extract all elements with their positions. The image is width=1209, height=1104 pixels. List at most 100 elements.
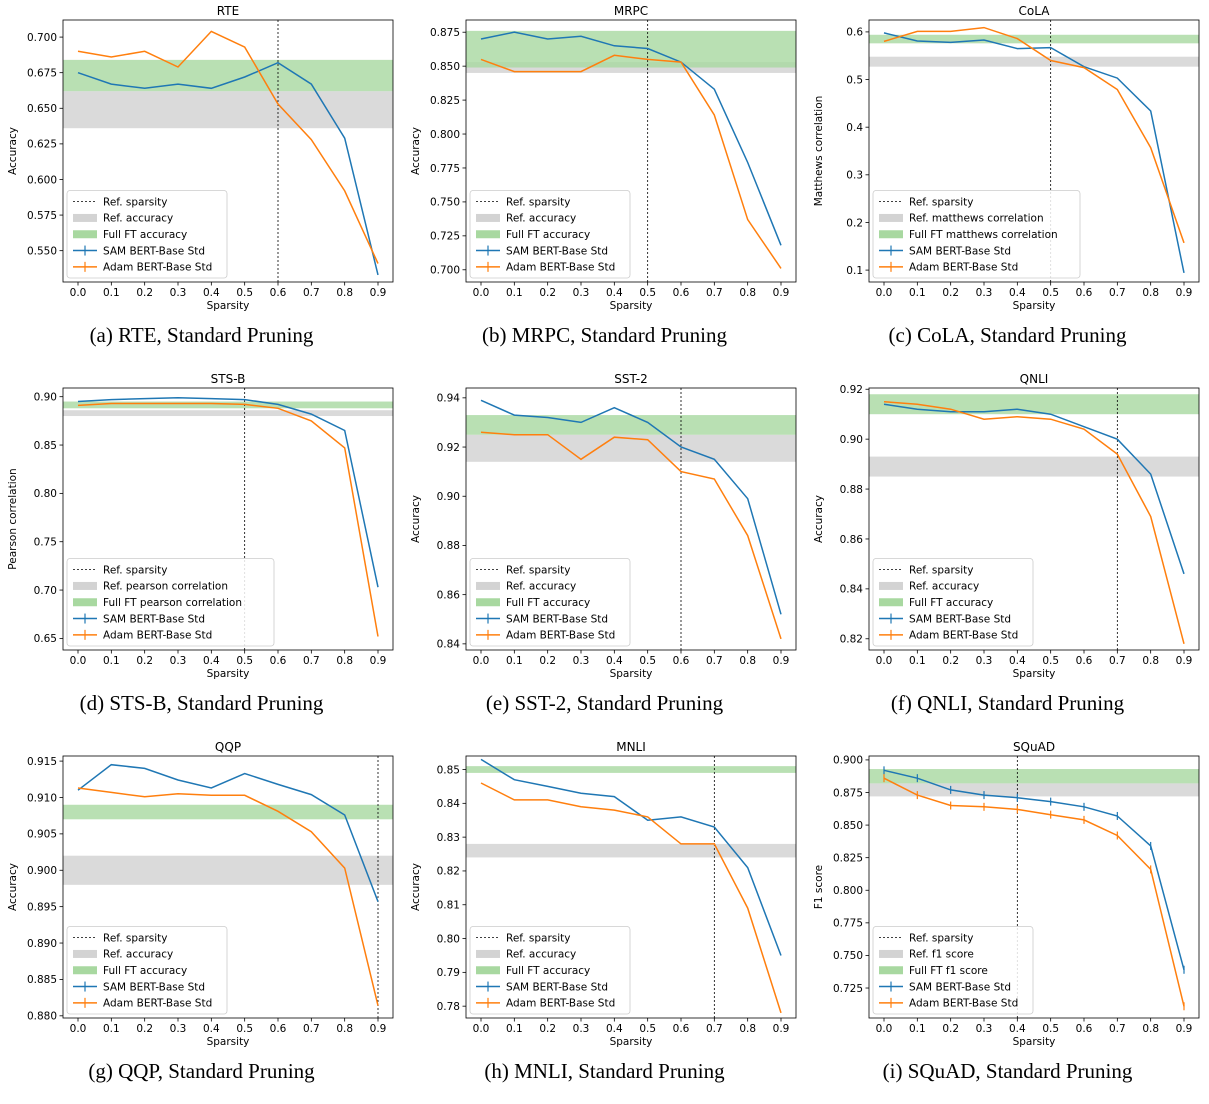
x-tick-label: 0.5 <box>639 1023 656 1035</box>
legend-full-band-label: Full FT accuracy <box>506 229 590 241</box>
x-tick-label: 0.6 <box>270 287 287 299</box>
y-tick-label: 0.3 <box>846 170 863 182</box>
chart-stsb: 0.0 0.1 0.2 0.3 0.4 0.5 0.6 0.7 0.8 0.9 0.65 0.70 0.… <box>7 372 394 680</box>
x-tick-label: 0.5 <box>236 287 253 299</box>
axes-frame <box>868 387 1200 651</box>
x-tick-label: 0.7 <box>303 655 320 667</box>
chart-panel-cola: 0.0 0.1 0.2 0.3 0.4 0.5 0.6 0.7 0.8 0.9 0.1 0.2 0.3 0… <box>806 0 1209 368</box>
legend-ref-band-swatch <box>879 949 903 958</box>
caption-rte: (a) RTE, Standard Pruning <box>89 323 314 347</box>
y-tick-label: 0.700 <box>430 265 460 277</box>
legend-full-band-label: Full FT pearson correlation <box>103 597 242 609</box>
legend: Ref. sparsity Ref. accuracy Full FT accura… <box>66 926 228 1015</box>
legend-box <box>469 926 631 1015</box>
legend-adam-label: Adam BERT-Base Std <box>909 630 1018 642</box>
legend-full-band-swatch <box>73 598 97 607</box>
x-tick-label: 0.9 <box>773 655 790 667</box>
x-tick-label: 0.0 <box>473 655 490 667</box>
x-tick-label: 0.8 <box>739 287 756 299</box>
y-tick-label: 0.2 <box>846 217 863 229</box>
y-tick-label: 0.905 <box>27 829 57 841</box>
chart-squad: 0.0 0.1 0.2 0.3 0.4 0.5 0.6 0.7 0.8 0.9 0.725 0.750… <box>813 740 1200 1048</box>
series-group <box>480 758 782 1014</box>
x-tick-label: 0.1 <box>506 287 523 299</box>
axes-frame <box>62 755 394 1019</box>
x-tick-label: 0.7 <box>1109 655 1126 667</box>
x-tick-label: 0.0 <box>70 1023 87 1035</box>
sam-series-line <box>883 403 1185 575</box>
full-ft-band <box>63 804 393 820</box>
legend-full-band-label: Full FT accuracy <box>506 965 590 977</box>
y-tick-label: 0.80 <box>34 488 57 500</box>
y-tick-label: 0.1 <box>846 265 863 277</box>
ref-accuracy-band <box>869 56 1199 67</box>
legend-box <box>469 190 631 279</box>
legend-full-band-label: Full FT accuracy <box>103 965 187 977</box>
x-tick-label: 0.5 <box>1042 287 1059 299</box>
x-tick-label: 0.3 <box>573 1023 590 1035</box>
y-tick-label: 0.86 <box>437 589 461 601</box>
full-ft-band <box>466 30 796 68</box>
x-tick-label: 0.4 <box>203 655 220 667</box>
x-tick-label: 0.3 <box>573 287 590 299</box>
x-tick-label: 0.5 <box>639 655 656 667</box>
caption-sst2: (e) SST-2, Standard Pruning <box>485 691 724 715</box>
x-tick-label: 0.8 <box>1142 655 1159 667</box>
legend-ref-sparsity-label: Ref. sparsity <box>909 932 974 944</box>
chart-title: MNLI <box>616 740 646 754</box>
legend: Ref. sparsity Ref. accuracy Full FT accura… <box>469 558 631 647</box>
x-tick-label: 0.8 <box>336 1023 353 1035</box>
legend-sam-label: SAM BERT-Base Std <box>103 981 205 993</box>
chart-title: SST-2 <box>614 372 647 386</box>
chart-cola: 0.0 0.1 0.2 0.3 0.4 0.5 0.6 0.7 0.8 0.9 0.1 0.2 0.3 0… <box>813 4 1200 312</box>
legend-ref-band-swatch <box>879 581 903 590</box>
legend: Ref. sparsity Ref. f1 score Full FT f1 sco… <box>872 926 1034 1015</box>
caption-mnli: (h) MNLI, Standard Pruning <box>484 1059 725 1083</box>
y-tick-label: 0.90 <box>34 392 57 404</box>
x-tick-label: 0.0 <box>70 287 87 299</box>
y-tick-label: 0.82 <box>840 634 863 646</box>
full-ft-band <box>466 766 796 773</box>
y-tick-label: 0.84 <box>437 798 461 810</box>
x-tick-label: 0.9 <box>370 655 387 667</box>
y-tick-label: 0.85 <box>437 764 460 776</box>
x-tick-label: 0.1 <box>103 287 120 299</box>
y-tick-label: 0.550 <box>27 245 57 257</box>
x-tick-label: 0.1 <box>103 1023 120 1035</box>
x-tick-label: 0.1 <box>909 655 926 667</box>
y-axis-label: Matthews correlation <box>813 96 825 207</box>
legend-full-band-label: Full FT matthews correlation <box>909 229 1058 241</box>
y-tick-label: 0.75 <box>34 537 57 549</box>
x-tick-label: 0.6 <box>673 287 690 299</box>
y-tick-label: 0.800 <box>430 129 460 141</box>
legend-ref-band-label: Ref. accuracy <box>506 581 576 593</box>
y-tick-label: 0.90 <box>437 491 460 503</box>
x-tick-label: 0.8 <box>336 287 353 299</box>
x-tick-label: 0.0 <box>473 1023 490 1035</box>
legend-adam-label: Adam BERT-Base Std <box>909 998 1018 1010</box>
legend-sam-label: SAM BERT-Base Std <box>909 981 1011 993</box>
ref-accuracy-band <box>466 434 796 462</box>
y-tick-label: 0.725 <box>833 983 863 995</box>
y-tick-label: 0.900 <box>27 865 57 877</box>
legend-box <box>872 926 1034 1015</box>
chart-mnli: 0.0 0.1 0.2 0.3 0.4 0.5 0.6 0.7 0.8 0.9 0.78 0.79 0.… <box>410 740 797 1048</box>
legend: Ref. sparsity Ref. accuracy Full FT accura… <box>469 926 631 1015</box>
legend-sam-label: SAM BERT-Base Std <box>909 245 1011 257</box>
y-tick-label: 0.84 <box>437 639 461 651</box>
chart-title: QQP <box>215 740 241 754</box>
legend-box <box>66 190 228 279</box>
x-tick-label: 0.9 <box>1176 287 1193 299</box>
y-tick-label: 0.600 <box>27 174 57 186</box>
legend-box <box>872 558 1034 647</box>
x-tick-label: 0.4 <box>1009 1023 1026 1035</box>
legend-full-band-swatch <box>476 230 500 239</box>
adam-series-line <box>77 787 379 1006</box>
x-tick-label: 0.0 <box>876 1023 893 1035</box>
caption-cola: (c) CoLA, Standard Pruning <box>888 323 1127 347</box>
y-tick-label: 0.81 <box>437 900 460 912</box>
x-tick-label: 0.2 <box>942 655 959 667</box>
legend-full-band-label: Full FT f1 score <box>909 965 988 977</box>
x-tick-label: 0.9 <box>773 287 790 299</box>
y-tick-label: 0.750 <box>430 197 460 209</box>
